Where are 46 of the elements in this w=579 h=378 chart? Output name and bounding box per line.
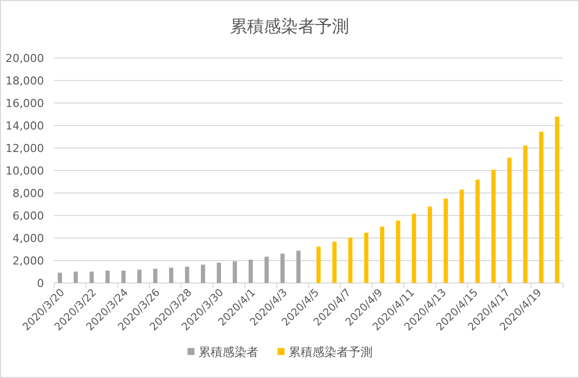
bar [460,190,464,283]
bar [555,116,560,283]
y-tick-label: 2,000 [12,254,44,268]
bar [507,158,512,283]
legend-label: 累積感染者 [198,345,258,359]
bar [105,270,110,283]
bar [121,270,126,283]
chart-title: 累積感染者予測 [230,17,349,37]
y-tick-label: 16,000 [6,97,44,110]
bar [348,238,352,283]
bar [364,232,368,283]
bar [296,250,301,283]
bar [185,266,190,283]
bar [539,132,544,283]
y-tick-label: 12,000 [6,142,44,155]
bar [248,260,253,283]
y-tick-label: 0 [37,277,44,290]
bar [232,261,237,283]
bar [412,214,416,283]
y-tick-label: 10,000 [6,164,44,178]
bar [280,254,285,283]
bar [491,170,496,283]
bar [380,226,384,283]
legend-label: 累積感染者予測 [288,345,372,359]
bar [332,242,337,283]
bar [316,246,321,283]
bar [523,146,528,283]
y-tick-label: 8,000 [12,187,44,200]
bar [90,272,94,283]
y-tick-label: 18,000 [6,74,44,88]
bar [428,206,432,283]
y-tick-label: 20,000 [6,52,44,65]
bar [153,268,158,283]
bar [264,256,269,283]
bar [58,272,62,283]
bar [444,198,448,283]
y-tick-label: 4,000 [12,232,44,245]
y-tick-label: 6,000 [12,210,44,222]
bar [74,272,78,283]
bar [396,220,400,283]
bar [216,262,222,283]
bar [137,270,142,283]
bar [200,264,206,283]
bar [169,268,174,283]
bar [476,180,480,283]
y-tick-label: 14,000 [6,120,44,132]
